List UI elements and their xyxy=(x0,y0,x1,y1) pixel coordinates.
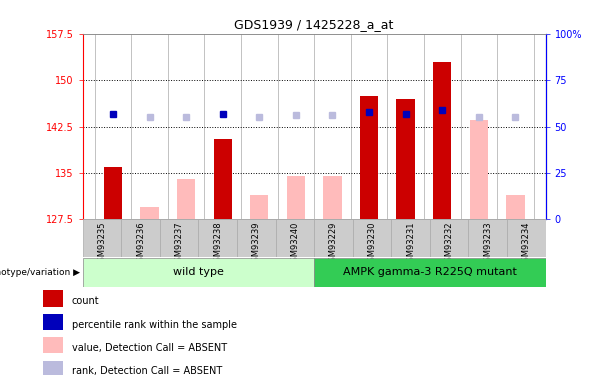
Text: GSM93230: GSM93230 xyxy=(368,221,376,267)
Title: GDS1939 / 1425228_a_at: GDS1939 / 1425228_a_at xyxy=(235,18,394,31)
Bar xyxy=(314,258,546,287)
Text: AMPK gamma-3 R225Q mutant: AMPK gamma-3 R225Q mutant xyxy=(343,267,517,277)
Bar xyxy=(507,219,546,257)
Bar xyxy=(323,176,341,219)
Bar xyxy=(121,219,160,257)
Text: GSM93229: GSM93229 xyxy=(329,221,338,267)
Bar xyxy=(199,219,237,257)
Bar xyxy=(276,219,314,257)
Bar xyxy=(104,167,122,219)
Bar xyxy=(177,179,196,219)
Bar xyxy=(43,337,63,353)
Bar xyxy=(43,290,63,307)
Bar xyxy=(237,219,276,257)
Bar xyxy=(250,195,268,219)
Bar xyxy=(213,139,232,219)
Bar xyxy=(140,207,159,219)
Text: GSM93236: GSM93236 xyxy=(136,221,145,267)
Text: GSM93240: GSM93240 xyxy=(291,221,299,267)
Bar xyxy=(430,219,468,257)
Bar xyxy=(352,219,391,257)
Text: percentile rank within the sample: percentile rank within the sample xyxy=(72,320,237,330)
Bar xyxy=(43,314,63,330)
Text: genotype/variation ▶: genotype/variation ▶ xyxy=(0,268,80,277)
Text: count: count xyxy=(72,296,99,306)
Text: GSM93239: GSM93239 xyxy=(252,221,261,267)
Bar xyxy=(391,219,430,257)
Bar xyxy=(160,219,199,257)
Bar xyxy=(360,96,378,219)
Bar xyxy=(506,195,525,219)
Text: value, Detection Call = ABSENT: value, Detection Call = ABSENT xyxy=(72,343,227,353)
Bar xyxy=(397,99,415,219)
Bar xyxy=(470,120,488,219)
Bar xyxy=(314,219,352,257)
Text: rank, Detection Call = ABSENT: rank, Detection Call = ABSENT xyxy=(72,366,222,375)
Bar xyxy=(83,258,314,287)
Text: GSM93232: GSM93232 xyxy=(444,221,454,267)
Bar xyxy=(287,176,305,219)
Text: GSM93237: GSM93237 xyxy=(175,221,184,267)
Bar xyxy=(43,361,63,375)
Text: GSM93231: GSM93231 xyxy=(406,221,415,267)
Bar xyxy=(83,219,121,257)
Text: GSM93234: GSM93234 xyxy=(522,221,531,267)
Bar xyxy=(468,219,507,257)
Text: GSM93238: GSM93238 xyxy=(213,221,223,267)
Text: wild type: wild type xyxy=(173,267,224,277)
Text: GSM93235: GSM93235 xyxy=(97,221,107,267)
Bar xyxy=(433,62,451,219)
Text: GSM93233: GSM93233 xyxy=(483,221,492,267)
